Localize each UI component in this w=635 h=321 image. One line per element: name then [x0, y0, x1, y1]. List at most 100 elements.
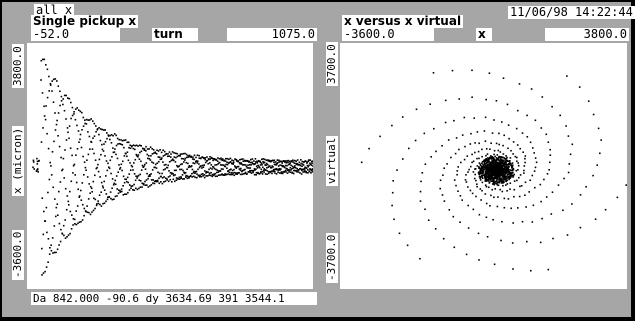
scatter-point [159, 156, 161, 158]
scatter-point [69, 210, 72, 213]
scatter-point [226, 161, 228, 164]
scatter-point [309, 159, 311, 161]
scatter-point [508, 172, 511, 175]
scatter-point [238, 168, 241, 170]
scatter-point [492, 164, 495, 167]
scatter-point [258, 165, 260, 168]
scatter-point [450, 156, 452, 159]
scatter-point [496, 167, 499, 169]
scatter-point [506, 167, 508, 170]
scatter-point [166, 166, 169, 169]
scatter-point [92, 120, 94, 122]
scatter-point [103, 143, 105, 145]
scatter-point [498, 161, 501, 163]
scatter-point [183, 161, 185, 163]
scatter-point [503, 174, 506, 176]
scatter-point [296, 163, 299, 165]
scatter-point [138, 179, 140, 181]
scatter-point [494, 164, 496, 166]
scatter-point [277, 168, 279, 171]
scatter-point [205, 170, 208, 173]
scatter-point [467, 227, 470, 229]
scatter-point [294, 170, 297, 172]
scatter-point [507, 160, 509, 163]
scatter-point [99, 128, 102, 130]
scatter-point [513, 188, 516, 191]
scatter-point [283, 166, 286, 169]
scatter-point [260, 171, 262, 173]
scatter-point [305, 167, 308, 169]
scatter-point [58, 190, 60, 193]
scatter-point [158, 172, 161, 175]
scatter-point [490, 172, 492, 174]
scatter-point [153, 182, 156, 185]
scatter-point [137, 156, 139, 158]
scatter-point [513, 180, 516, 182]
scatter-point [481, 148, 483, 151]
scatter-point [485, 154, 487, 157]
scatter-point [144, 168, 147, 170]
scatter-point [215, 168, 217, 171]
scatter-point [494, 155, 496, 158]
scatter-point [173, 152, 175, 154]
scatter-point [500, 164, 502, 167]
scatter-point [310, 164, 313, 166]
scatter-point [472, 160, 475, 163]
scatter-point [78, 196, 80, 198]
scatter-point [456, 170, 459, 172]
scatter-point [625, 184, 627, 186]
scatter-point [147, 157, 149, 160]
scatter-point [157, 180, 159, 183]
scatter-point [77, 109, 80, 111]
scatter-point [156, 149, 158, 151]
scatter-point [503, 177, 506, 179]
scatter-point [178, 154, 180, 157]
scatter-point [285, 171, 287, 173]
scatter-point [58, 244, 60, 246]
scatter-point [482, 174, 485, 177]
scatter-point [493, 149, 496, 152]
scatter-point [114, 148, 116, 150]
scatter-point [64, 219, 66, 221]
scatter-point [523, 172, 525, 174]
scatter-point [202, 175, 204, 177]
scatter-point [592, 174, 594, 177]
scatter-point [32, 166, 34, 169]
scatter-point [85, 169, 87, 171]
scatter-point [41, 247, 43, 250]
scatter-point [286, 164, 288, 167]
scatter-point [192, 171, 195, 174]
scatter-point [94, 198, 97, 201]
scatter-point [295, 170, 298, 172]
scatter-point [489, 157, 491, 160]
scatter-point [265, 164, 267, 167]
scatter-point [522, 151, 524, 153]
scatter-point [260, 162, 263, 164]
scatter-point [217, 157, 219, 159]
scatter-point [136, 188, 139, 191]
scatter-point [484, 159, 487, 161]
scatter-point [463, 116, 466, 119]
scatter-point [282, 171, 284, 173]
scatter-point [279, 164, 281, 166]
scatter-point [302, 168, 305, 171]
scatter-point [482, 163, 484, 166]
scatter-point [297, 171, 300, 173]
scatter-point [312, 165, 313, 167]
scatter-point [188, 165, 191, 167]
scatter-point [499, 178, 501, 181]
scatter-point [60, 95, 63, 98]
scatter-point [172, 178, 175, 181]
scatter-point [236, 173, 239, 175]
scatter-point [187, 162, 189, 165]
tab-all-x[interactable]: all_x [34, 3, 75, 17]
scatter-point [127, 159, 130, 162]
scatter-point [104, 141, 107, 143]
scatter-point [307, 160, 310, 163]
scatter-point [228, 161, 230, 164]
scatter-point [279, 160, 282, 163]
scatter-point [173, 169, 176, 172]
scatter-point [216, 175, 218, 177]
scatter-point [487, 178, 489, 181]
scatter-point [500, 160, 502, 162]
